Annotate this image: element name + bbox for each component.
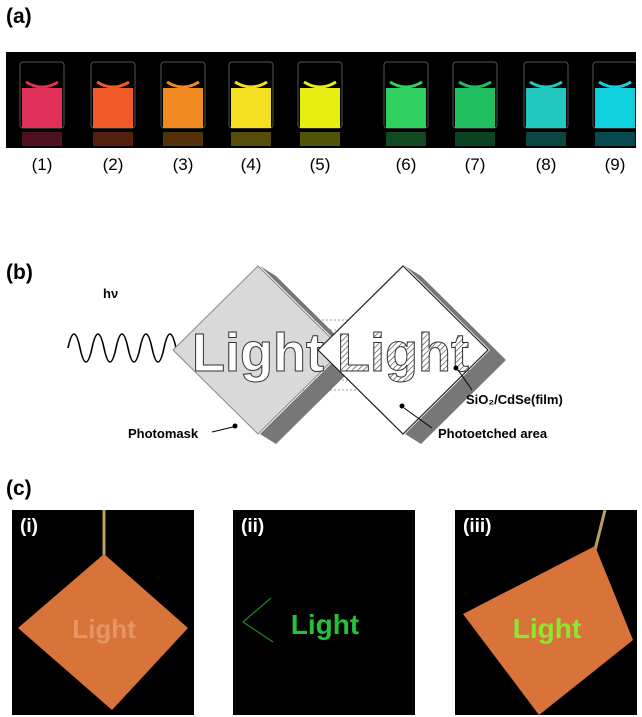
vial [452,61,498,146]
vial-meniscus [166,80,200,89]
vial-reflection [386,132,426,146]
vial-liquid [526,88,566,128]
vial-liquid [231,88,271,128]
vial [19,61,65,146]
photo-ii-label: (ii) [241,516,265,537]
panel-b-label: (b) [6,261,33,284]
photo-combined: Light (iii) [455,510,637,715]
etched-leader [403,407,433,429]
vial [90,61,136,146]
photomask: Light [172,265,361,444]
photo-ambient-light: Light (i) [12,510,194,715]
photo-uv-dark: Light (ii) [233,510,415,715]
vial [297,61,343,146]
film-marker [453,365,459,371]
panel-c-label: (c) [6,477,32,500]
vial-label: (9) [604,155,626,174]
photomask-leader [211,426,234,433]
vial [160,61,206,146]
photoetching-schematic: hν Light Light Photomask SiO₂/CdSe(film)… [67,265,563,444]
vial-label: (3) [172,155,194,174]
vial-reflection [300,132,340,146]
light-wave [67,333,177,363]
vial-photo-strip [6,52,638,148]
vial-reflection [595,132,635,146]
vial-meniscus [303,80,337,89]
vial-liquid [22,88,62,128]
vial-reflection [455,132,495,146]
vial-label: (8) [535,155,557,174]
film-sample [18,554,188,710]
film-word: Light [337,323,469,383]
cdse-film: Light [317,265,506,444]
vial-label: (2) [102,155,124,174]
vial-meniscus [598,80,632,89]
film-under-uv: Light [242,597,359,643]
vial-reflection [22,132,62,146]
light-source-label: hν [103,286,118,301]
tweezer [593,510,607,551]
vial-liquid [386,88,426,128]
vial-liquid [300,88,340,128]
film-edge-glow [242,597,272,623]
vial [592,61,638,146]
vial [383,61,429,146]
vial-label: (1) [31,155,53,174]
vial-label: (4) [240,155,262,174]
film-under-combined: Light [463,510,633,715]
vial-row [19,61,638,146]
photomask-marker [232,423,238,429]
photomask-callout: Photomask [128,426,199,441]
photo-iii-word: Light [513,613,581,644]
photo-iii-label: (iii) [463,516,492,537]
vial-meniscus [234,80,268,89]
etched-marker [399,403,405,409]
photo-ii-word: Light [291,609,359,640]
film-sample [463,546,633,715]
film-callout: SiO₂/CdSe(film) [466,392,563,407]
mask-word: Light [192,323,324,383]
photo-i-label: (i) [20,516,38,537]
vial-liquid [595,88,635,128]
vial [228,61,274,146]
vial-reflection [231,132,271,146]
vial-liquid [455,88,495,128]
vial-meniscus [96,80,130,89]
vial-label: (5) [309,155,331,174]
vial-liquid [93,88,133,128]
vial-meniscus [458,80,492,89]
vial-meniscus [529,80,563,89]
vial-reflection [93,132,133,146]
film-under-ambient: Light [18,510,188,710]
photo-i-word: Light [72,614,136,644]
vial-reflection [526,132,566,146]
etched-callout: Photoetched area [438,426,548,441]
vial-label: (7) [464,155,486,174]
vial-label: (6) [395,155,417,174]
vial-meniscus [25,80,59,89]
film-leader [457,369,473,391]
film-edge-glow-lower [242,621,274,643]
vial-liquid [163,88,203,128]
vial-meniscus [389,80,423,89]
vial [523,61,569,146]
panel-a-label: (a) [6,5,32,28]
vial-reflection [163,132,203,146]
